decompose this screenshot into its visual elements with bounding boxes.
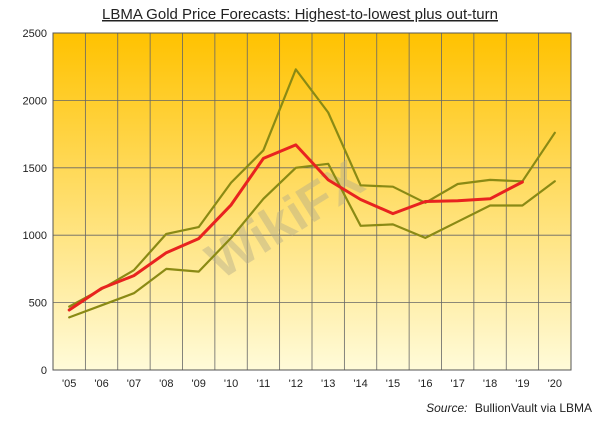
source-text: BullionVault via LBMA — [475, 401, 592, 415]
series-line-out-turn — [67, 143, 524, 312]
plot-border — [52, 32, 572, 371]
x-tick-label: '16 — [418, 378, 432, 390]
y-tick-label: 2000 — [23, 95, 47, 107]
x-tick-label: '11 — [257, 378, 271, 390]
x-tick-label: '18 — [483, 378, 497, 390]
y-tick-label: 1500 — [23, 163, 47, 175]
x-axis-labels: '05 '06 '07 '08 '09 '10 '11 '12 '13 '14 '15 '16 '17 '… — [62, 378, 562, 390]
x-tick-label: '17 — [451, 378, 465, 390]
x-tick-label: '10 — [224, 378, 238, 390]
x-tick-label: '13 — [321, 378, 335, 390]
series-group — [67, 68, 556, 319]
source-prefix: Source: — [426, 401, 467, 415]
x-tick-label: '06 — [94, 378, 108, 390]
series-line-lowest — [68, 162, 556, 319]
x-tick-label: '20 — [548, 378, 562, 390]
source-note: Source: BullionVault via LBMA — [426, 401, 592, 415]
chart-title: LBMA Gold Price Forecasts: Highest-to-lo… — [102, 6, 498, 23]
x-tick-label: '19 — [515, 378, 529, 390]
grid — [52, 32, 572, 371]
y-tick-label: 500 — [29, 298, 47, 310]
x-tick-label: '07 — [127, 378, 141, 390]
x-tick-label: '14 — [353, 378, 367, 390]
y-tick-label: 2500 — [23, 28, 47, 40]
y-tick-label: 1000 — [23, 230, 47, 242]
y-axis-labels: 0 500 1000 1500 2000 2500 — [23, 28, 47, 377]
x-tick-label: '12 — [289, 378, 303, 390]
series-line-highest — [68, 68, 556, 308]
x-tick-label: '15 — [386, 378, 400, 390]
x-tick-label: '09 — [192, 378, 206, 390]
x-tick-label: '05 — [62, 378, 76, 390]
x-tick-label: '08 — [159, 378, 173, 390]
y-tick-label: 0 — [41, 365, 47, 377]
